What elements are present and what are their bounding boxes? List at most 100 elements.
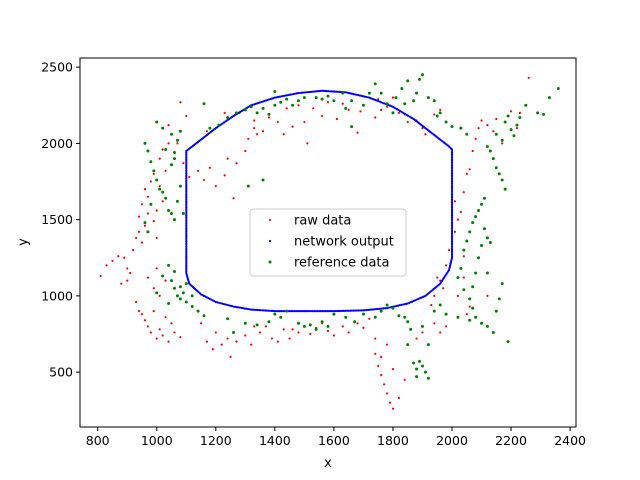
data-point	[185, 216, 188, 219]
data-point	[400, 87, 404, 90]
data-point	[332, 90, 335, 93]
data-point	[226, 115, 230, 119]
data-point	[444, 312, 448, 316]
data-point	[450, 188, 454, 191]
data-point	[143, 319, 147, 322]
data-point	[436, 276, 439, 279]
data-point	[491, 157, 495, 161]
data-point	[491, 330, 495, 334]
data-point	[359, 110, 362, 113]
data-point	[146, 195, 149, 198]
data-point	[185, 164, 188, 167]
data-point	[229, 355, 232, 358]
data-point	[324, 310, 327, 313]
data-point	[172, 157, 176, 161]
data-point	[301, 310, 304, 313]
data-point	[334, 309, 337, 313]
data-point	[456, 315, 460, 319]
data-point	[385, 306, 389, 310]
data-point	[439, 331, 442, 334]
data-point	[409, 327, 413, 331]
data-point	[494, 166, 498, 170]
data-point	[486, 123, 489, 127]
data-point	[450, 235, 454, 238]
data-point	[185, 253, 188, 256]
data-point	[253, 127, 256, 130]
data-point	[185, 246, 188, 250]
data-point	[184, 300, 188, 304]
legend-marker	[268, 260, 272, 264]
data-point	[394, 96, 398, 100]
data-point	[354, 309, 357, 312]
data-point	[350, 309, 354, 312]
data-point	[341, 102, 344, 105]
data-point	[185, 177, 188, 180]
y-tick-label: 1500	[41, 212, 73, 227]
data-point	[450, 245, 454, 248]
data-point	[450, 225, 454, 229]
data-point	[185, 243, 188, 246]
data-point	[264, 309, 267, 312]
data-point	[450, 172, 454, 175]
data-point	[267, 309, 270, 312]
data-point	[244, 334, 247, 337]
data-point	[137, 215, 141, 218]
data-point	[309, 332, 312, 336]
data-point	[185, 234, 188, 237]
data-point	[426, 343, 430, 347]
data-point	[497, 172, 501, 176]
data-point	[450, 148, 454, 151]
data-point	[450, 212, 454, 216]
data-point	[342, 309, 345, 312]
data-point	[178, 184, 182, 188]
data-point	[140, 313, 144, 316]
data-point	[450, 250, 454, 253]
data-point	[185, 180, 188, 183]
data-point	[155, 291, 159, 295]
data-point	[362, 326, 365, 329]
data-point	[337, 309, 340, 313]
data-point	[253, 325, 256, 328]
data-point	[302, 96, 306, 100]
x-tick-label: 800	[86, 433, 110, 448]
data-point	[185, 196, 188, 200]
data-point	[347, 309, 350, 312]
data-point	[164, 279, 167, 282]
data-point	[344, 106, 348, 110]
data-point	[135, 300, 138, 304]
data-point	[421, 331, 424, 334]
data-point	[406, 343, 410, 347]
data-point	[368, 308, 371, 311]
data-point	[368, 317, 371, 320]
data-point	[126, 279, 129, 282]
data-point	[185, 190, 188, 193]
data-point	[450, 251, 454, 254]
data-point	[415, 367, 419, 371]
data-point	[185, 187, 188, 190]
data-point	[355, 309, 358, 312]
data-point	[450, 191, 454, 195]
data-point	[185, 154, 188, 157]
data-point	[314, 310, 317, 313]
plot-frame	[79, 57, 577, 428]
data-point	[450, 208, 454, 211]
data-point	[185, 161, 188, 164]
data-point	[306, 310, 309, 313]
data-point	[202, 178, 206, 182]
data-point	[506, 340, 510, 344]
data-point	[167, 142, 170, 145]
data-point	[256, 133, 259, 136]
data-point	[185, 212, 188, 216]
data-point	[179, 101, 182, 104]
data-point	[556, 87, 560, 90]
data-point	[158, 328, 161, 331]
data-point	[185, 172, 188, 175]
data-point	[137, 310, 141, 313]
data-point	[361, 103, 365, 107]
data-point	[132, 249, 135, 252]
data-point	[188, 175, 191, 179]
data-point	[450, 153, 454, 156]
data-point	[450, 232, 454, 235]
data-point	[465, 172, 468, 175]
data-point	[424, 133, 427, 136]
